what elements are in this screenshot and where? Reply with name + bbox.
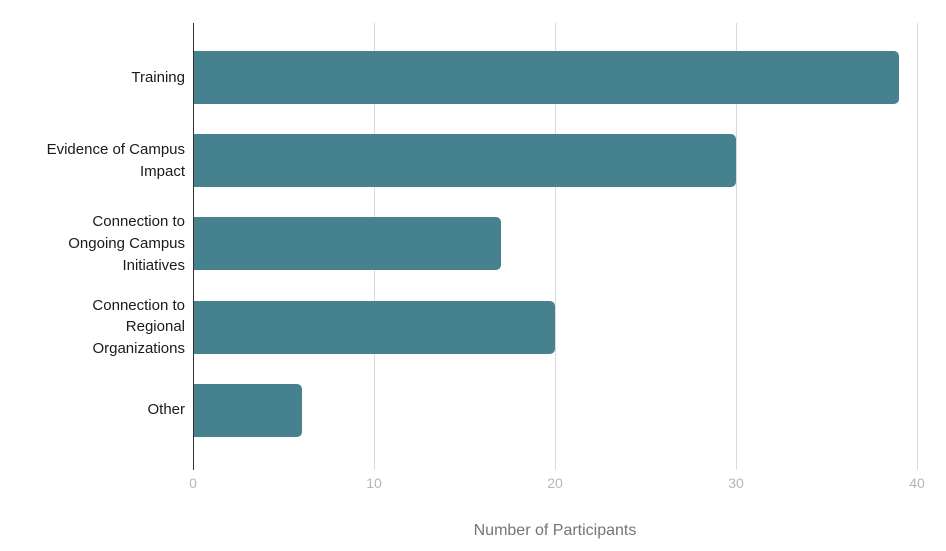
- category-band: Training: [0, 36, 185, 119]
- tick-label-20: 20: [547, 475, 563, 491]
- bar-training: [193, 51, 899, 105]
- category-band: Connection to Regional Organizations: [0, 286, 185, 369]
- bar-row: [193, 119, 917, 202]
- x-axis: 0 10 20 30 40: [189, 465, 925, 505]
- gridline-40: [916, 23, 918, 465]
- x-axis-title: Number of Participants: [473, 522, 637, 539]
- plot-area: [192, 23, 918, 465]
- gridline-30: [735, 23, 737, 465]
- bar-regional: [193, 300, 555, 354]
- category-label-regional: Connection to Regional Organizations: [92, 296, 185, 358]
- category-label-evidence: Evidence of Campus Impact: [46, 141, 185, 180]
- tick-label-10: 10: [366, 475, 382, 491]
- category-band: Other: [0, 369, 185, 452]
- tick-mark-40: [916, 465, 918, 470]
- tick-label-30: 30: [728, 475, 744, 491]
- bar-other: [193, 383, 302, 437]
- bar-row: [193, 202, 917, 285]
- tick-mark-30: [735, 465, 737, 470]
- category-band: Evidence of Campus Impact: [0, 119, 185, 202]
- bar-row: [193, 36, 917, 119]
- bar-evidence: [193, 134, 736, 188]
- bar-row: [193, 369, 917, 452]
- tick-mark-20: [554, 465, 556, 470]
- bars-container: [193, 36, 917, 452]
- tick-mark-0: [192, 465, 194, 470]
- tick-mark-10: [373, 465, 375, 470]
- category-label-other: Other: [147, 401, 185, 419]
- tick-label-40: 40: [909, 475, 925, 491]
- zero-axis-line: [192, 23, 194, 465]
- category-label-initiatives: Connection to Ongoing Campus Initiatives: [68, 213, 185, 274]
- tick-label-0: 0: [189, 475, 197, 491]
- bar-row: [193, 286, 917, 369]
- category-label-training: Training: [131, 68, 185, 86]
- category-axis: Training Evidence of Campus Impact Conne…: [0, 36, 185, 452]
- category-band: Connection to Ongoing Campus Initiatives: [0, 202, 185, 285]
- gridline-20: [554, 23, 556, 465]
- bar-initiatives: [193, 217, 501, 271]
